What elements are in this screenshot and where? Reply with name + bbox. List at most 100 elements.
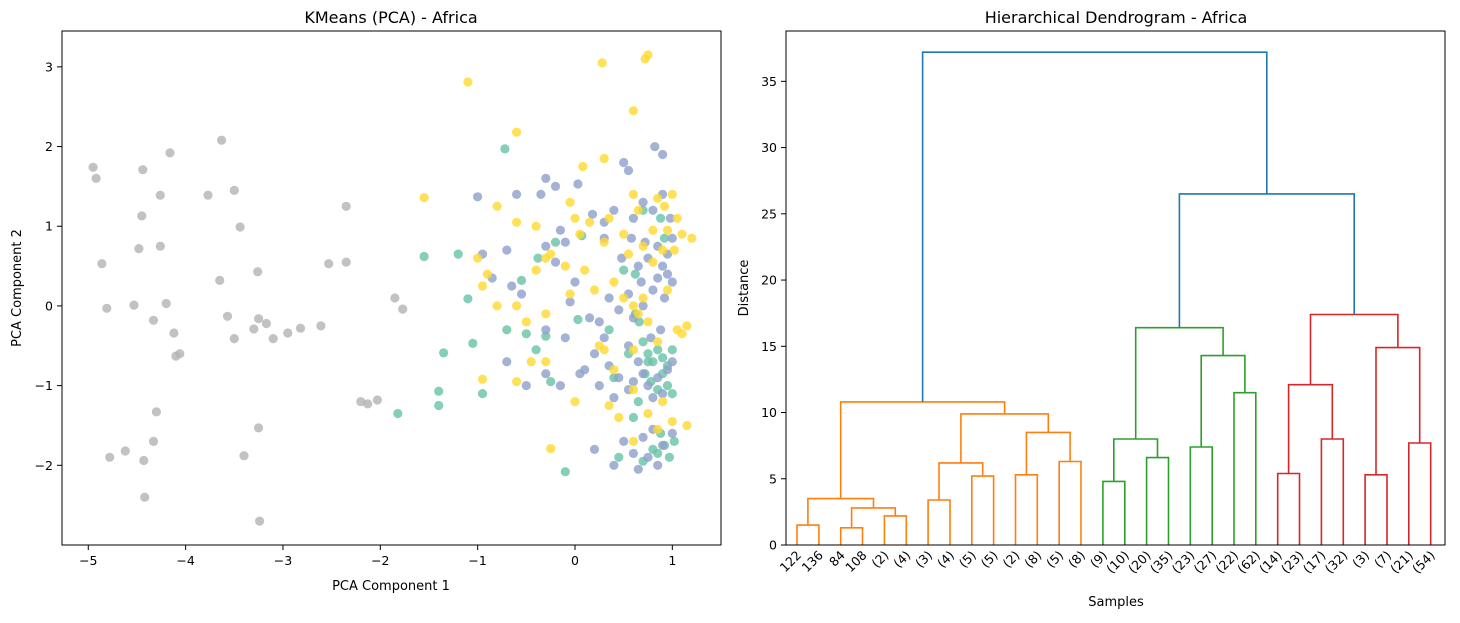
scatter-point [541, 369, 551, 379]
scatter-point [628, 345, 639, 355]
scatter-point [575, 229, 585, 239]
scatter-point [614, 412, 624, 423]
scatter-point [541, 357, 551, 367]
scatter-point [570, 397, 580, 407]
scatter-point [139, 455, 149, 466]
scatter-point [102, 303, 112, 313]
scatter-point [217, 135, 227, 145]
scatter-point [570, 213, 580, 223]
dendrogram-x-axis-label: Samples [1088, 595, 1144, 610]
scatter-point [633, 357, 643, 367]
scatter-point [604, 213, 614, 223]
scatter-point [511, 377, 522, 387]
scatter-point [88, 162, 98, 172]
dendrogram-link [807, 497, 875, 526]
scatter-y-tick-label: −1 [35, 378, 53, 393]
scatter-point [667, 345, 677, 355]
scatter-point [669, 245, 679, 255]
scatter-point [643, 452, 653, 462]
scatter-point [648, 257, 658, 267]
scatter-point [477, 374, 488, 384]
scatter-point [633, 205, 643, 215]
scatter-point [372, 395, 382, 405]
scatter-point [599, 237, 609, 247]
scatter-point [316, 321, 326, 331]
scatter-point [148, 436, 159, 446]
scatter-point [594, 381, 604, 391]
scatter-point [659, 201, 670, 211]
dendrogram-plot-frame [785, 30, 1446, 546]
dendrogram-leaf-label: (3) [912, 548, 935, 571]
scatter-point [648, 205, 658, 215]
scatter-point [155, 190, 165, 200]
scatter-point [594, 317, 604, 327]
dendrogram-leaf-label: 136 [799, 547, 827, 575]
scatter-point [477, 281, 488, 291]
scatter-point [659, 233, 670, 243]
scatter-point [628, 377, 639, 387]
scatter-point [659, 293, 670, 303]
dendrogram-y-tick-label: 30 [761, 140, 777, 155]
scatter-point [155, 241, 165, 251]
scatter-point [151, 407, 161, 417]
scatter-point [390, 293, 400, 303]
scatter-x-axis-label: PCA Component 1 [332, 579, 450, 594]
scatter-point [614, 373, 624, 383]
dendrogram-leaf-label: (8) [1065, 548, 1088, 571]
scatter-x-ticks: −5 −4 −3 −2 −1 0 1 [79, 545, 676, 568]
scatter-point [91, 173, 101, 183]
scatter-point [628, 412, 639, 423]
scatter-point [609, 205, 619, 215]
scatter-x-tick-label: −5 [79, 553, 97, 568]
scatter-point [229, 185, 239, 195]
scatter-point [653, 193, 663, 203]
scatter-point [662, 269, 673, 279]
scatter-point [662, 225, 673, 235]
scatter-y-tick-label: 0 [45, 298, 53, 313]
dendrogram-link [1145, 456, 1170, 545]
scatter-point [580, 365, 590, 375]
scatter-point [585, 313, 595, 323]
dendrogram-link [1014, 474, 1039, 545]
dendrogram-leaf-label: (5) [978, 548, 1001, 571]
dendrogram-link [796, 524, 820, 545]
scatter-point [585, 217, 595, 227]
scatter-x-tick-label: −1 [468, 553, 486, 568]
scatter-point [477, 389, 488, 399]
scatter-point [560, 333, 570, 343]
scatter-point [511, 127, 522, 137]
scatter-point [665, 213, 676, 223]
scatter-point [643, 408, 653, 419]
kmeans-scatter-panel: KMeans (PCA) - Africa −5 −4 −3 −2 −1 0 1 −2 −1 0… [10, 8, 722, 594]
scatter-y-axis-label: PCA Component 2 [10, 229, 25, 347]
scatter-point [169, 328, 179, 338]
dendrogram-leaf-label: (5) [1043, 548, 1066, 571]
scatter-point [628, 301, 639, 311]
scatter-point [628, 213, 639, 223]
scatter-point [667, 277, 677, 287]
scatter-point [638, 369, 648, 379]
scatter-point [619, 436, 629, 446]
dendrogram-link [971, 475, 995, 545]
scatter-point [643, 349, 653, 359]
scatter-point [599, 153, 609, 164]
scatter-point [175, 349, 185, 359]
dendrogram-leaf-label: (54) [1409, 548, 1438, 577]
dendrogram-leaf-label: (8) [1021, 548, 1044, 571]
scatter-point [541, 331, 551, 341]
dendrogram-link [1408, 442, 1432, 545]
scatter-point [638, 293, 648, 303]
scatter-points [88, 50, 697, 526]
scatter-point [363, 399, 373, 409]
scatter-point [587, 209, 598, 219]
dendrogram-link [960, 413, 1050, 463]
scatter-point [633, 309, 643, 319]
scatter-point [500, 144, 510, 154]
dendrogram-y-tick-label: 20 [761, 273, 777, 288]
scatter-point [570, 277, 580, 287]
scatter-point [667, 428, 677, 438]
scatter-point [120, 446, 130, 456]
scatter-plot-frame [61, 30, 722, 546]
